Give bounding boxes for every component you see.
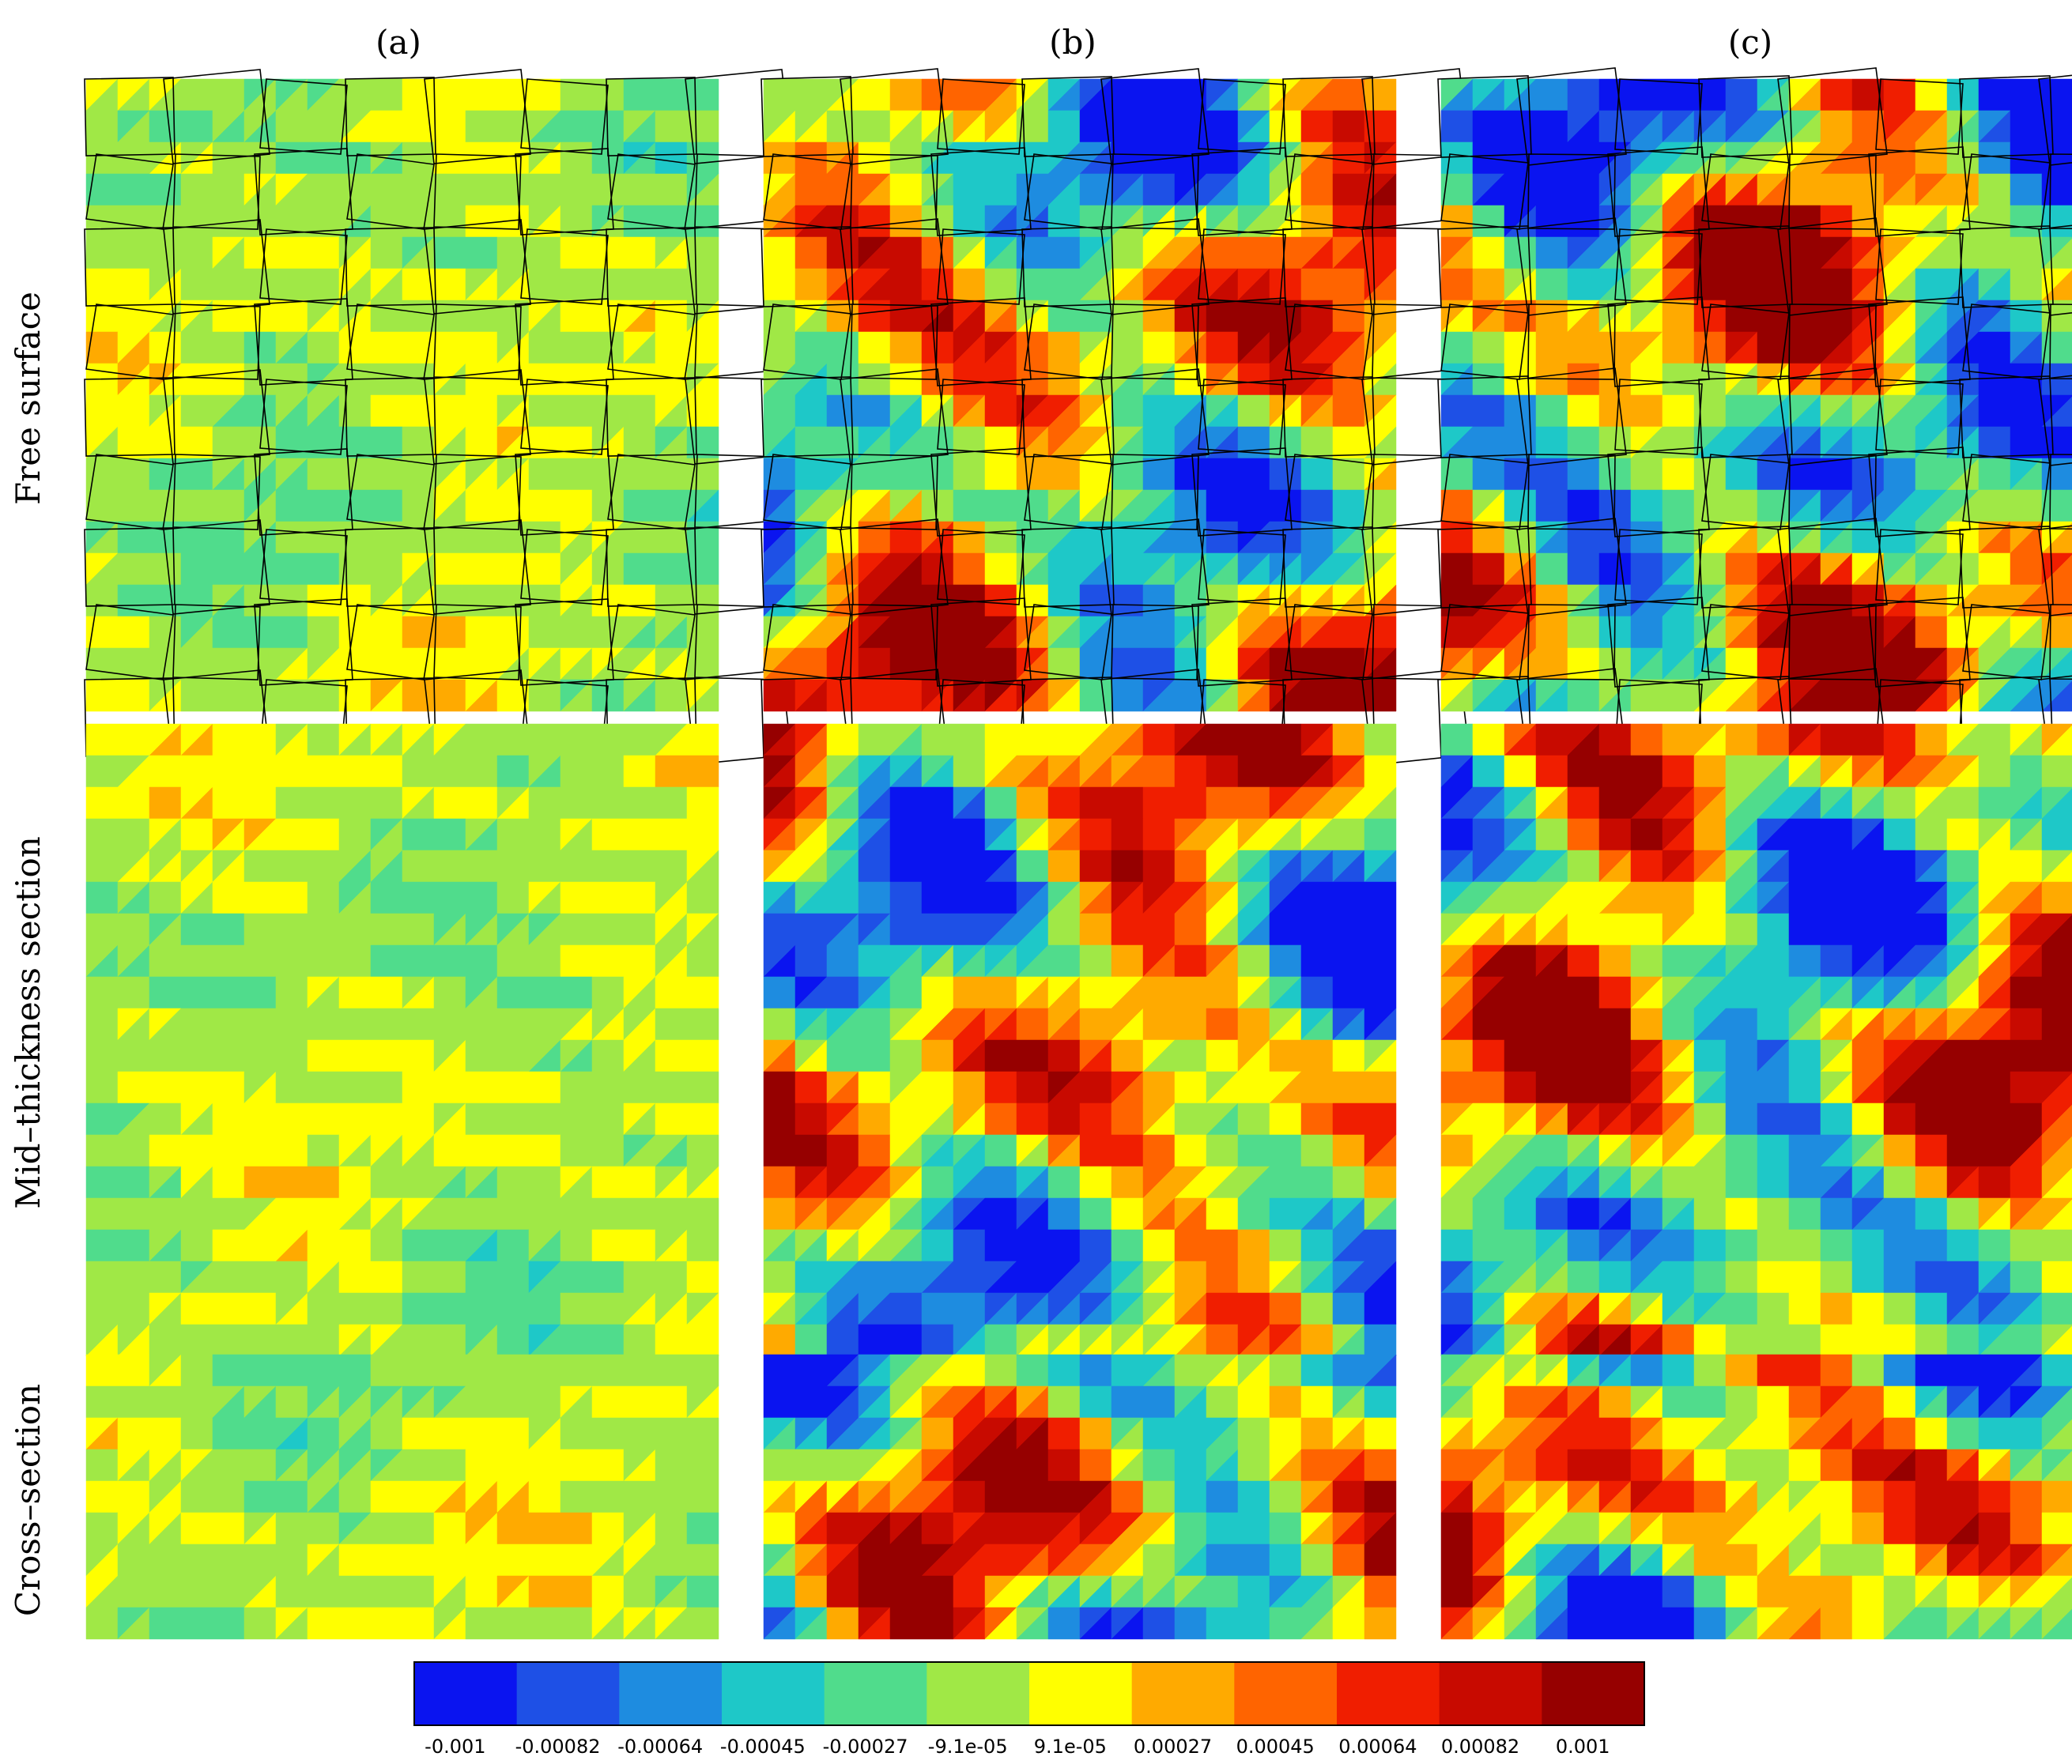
grain-boundary — [172, 454, 261, 530]
panel — [763, 723, 1397, 1357]
grain-boundary — [433, 303, 522, 380]
grain-boundary — [606, 227, 697, 307]
grain-boundary — [85, 153, 174, 230]
panel — [84, 69, 792, 765]
row-label: Mid–thickness section — [9, 836, 47, 1209]
grain-boundary — [424, 219, 531, 315]
grain-boundary — [424, 519, 531, 615]
column-label: (a) — [376, 23, 421, 62]
grain-boundary — [163, 69, 270, 164]
grain-boundary — [424, 69, 531, 164]
grain-boundary — [424, 369, 531, 465]
grain-boundary — [345, 527, 436, 607]
row-label: Free surface — [9, 292, 47, 505]
grain-boundary — [346, 153, 435, 230]
grain-boundary — [259, 78, 348, 155]
grain-boundary — [607, 604, 696, 680]
grain-boundary — [433, 153, 522, 230]
panel — [85, 723, 719, 1357]
grain-boundary — [520, 228, 609, 305]
grain-boundary — [172, 303, 261, 380]
grain-boundary — [259, 529, 348, 605]
grain-boundary — [606, 527, 697, 607]
grain-boundary — [84, 227, 175, 307]
grain-boundary — [84, 527, 175, 607]
grain-boundary — [345, 377, 436, 457]
grain-boundary — [607, 454, 696, 530]
panel — [760, 68, 1470, 766]
grain-boundary — [259, 379, 348, 455]
grain-boundary — [345, 77, 436, 156]
grain-boundary — [433, 604, 522, 680]
panel — [1437, 67, 2072, 767]
grain-boundary — [433, 454, 522, 530]
grain-boundary — [606, 377, 697, 457]
row-label: Cross–section — [9, 1384, 47, 1616]
grain-boundary — [520, 379, 609, 455]
grain-boundary — [606, 77, 697, 156]
column-label: (b) — [1049, 23, 1096, 62]
grain-boundary — [345, 227, 436, 307]
panel — [85, 1354, 719, 1640]
grain-boundary — [163, 519, 270, 615]
grain-boundary — [85, 303, 174, 380]
grain-boundary — [520, 529, 609, 605]
grain-boundary — [346, 303, 435, 380]
grain-boundary — [172, 604, 261, 680]
grain-boundary — [85, 604, 174, 680]
grain-boundary — [607, 303, 696, 380]
column-label: (c) — [1728, 23, 1772, 62]
grain-boundary — [172, 153, 261, 230]
grain-boundary — [84, 77, 175, 156]
panel — [763, 1354, 1397, 1640]
grain-boundary — [520, 78, 609, 155]
grain-boundary — [346, 454, 435, 530]
grain-boundary — [163, 369, 270, 465]
grain-boundary — [607, 153, 696, 230]
grain-boundary — [346, 604, 435, 680]
grain-boundary — [84, 377, 175, 457]
grain-boundary — [163, 219, 270, 315]
grain-boundary — [85, 454, 174, 530]
panel — [1440, 723, 2072, 1357]
grain-boundary — [259, 228, 348, 305]
